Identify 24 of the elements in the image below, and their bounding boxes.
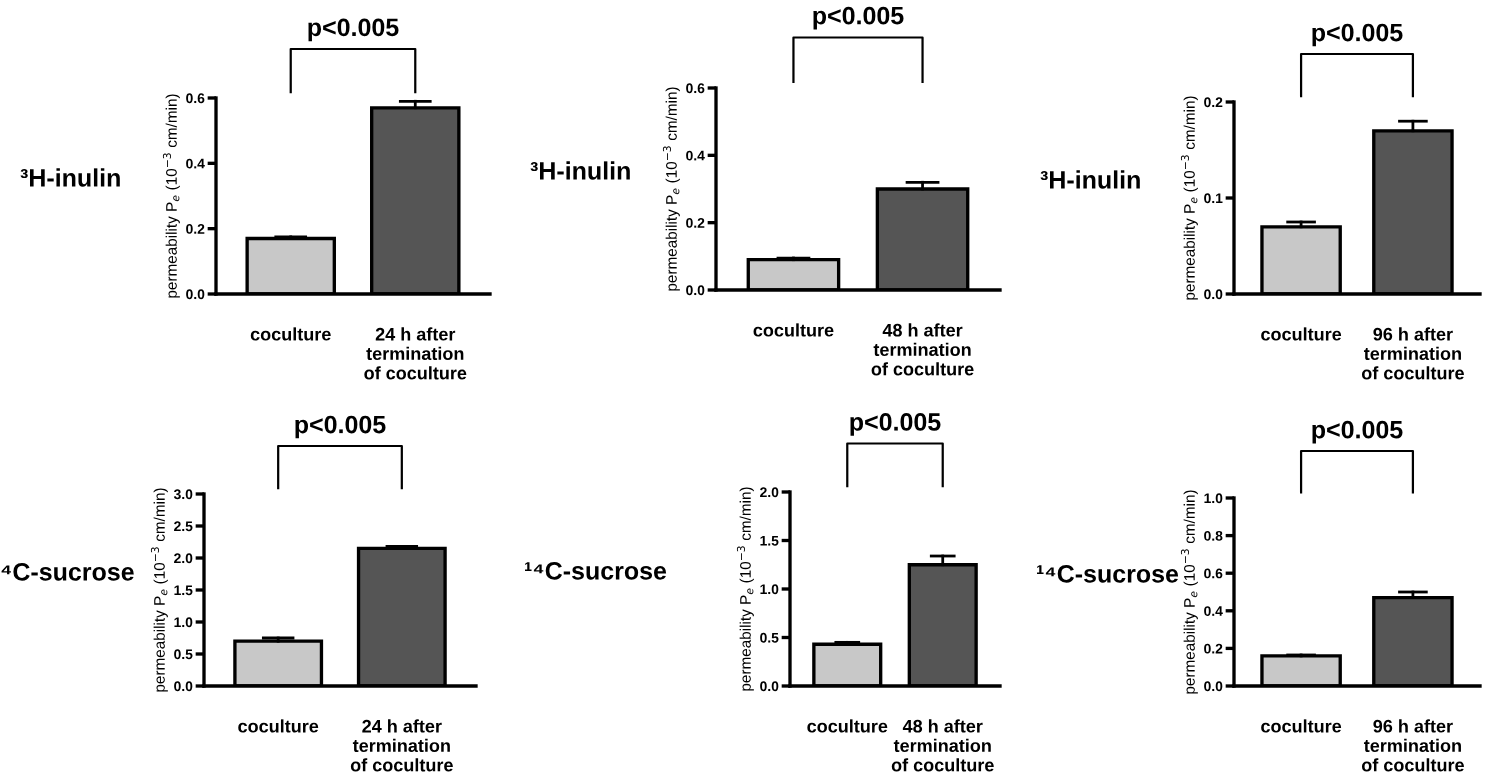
x-tick-label: 24 h after termination of coculture	[364, 327, 467, 380]
text: ³H-inulin	[20, 168, 120, 187]
x-tick-label: coculture	[807, 719, 888, 733]
x-tick-label: coculture	[1261, 719, 1342, 733]
text: ¹⁴C-sucrose	[1037, 565, 1179, 583]
text: p<0.005	[850, 413, 941, 436]
x-tick-label: 96 h after termination of coculture	[1361, 327, 1464, 380]
x-tick-label: 48 h after termination of coculture	[891, 719, 994, 772]
text: p<0.005	[308, 18, 399, 42]
x-tick-label: coculture	[1261, 327, 1342, 341]
text: ⁴C-sucrose	[1, 563, 134, 581]
x-tick-label: 96 h after termination of coculture	[1361, 719, 1464, 772]
x-tick-label: 48 h after termination of coculture	[871, 323, 974, 376]
x-tick-label: coculture	[753, 323, 834, 337]
text: p<0.005	[813, 6, 904, 30]
text: p<0.005	[1312, 23, 1403, 47]
x-tick-label: coculture	[250, 327, 331, 341]
text: ¹⁴C-sucrose	[525, 562, 667, 580]
text: ³H-inulin	[530, 161, 630, 180]
text: p<0.005	[1312, 420, 1403, 444]
x-tick-label: 24 h after termination of coculture	[350, 719, 453, 772]
text: p<0.005	[295, 415, 386, 439]
text: ³H-inulin	[1040, 170, 1140, 189]
x-tick-label: coculture	[238, 719, 319, 733]
